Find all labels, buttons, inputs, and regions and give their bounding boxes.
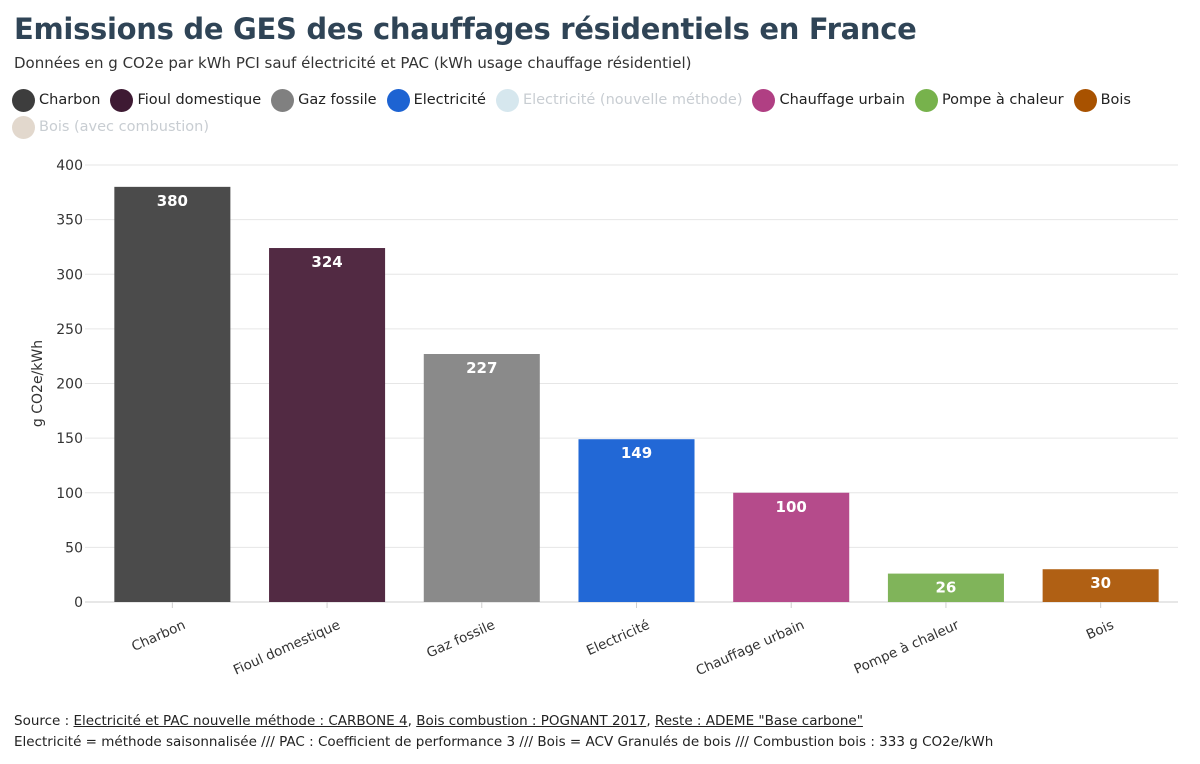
source-link-ademe[interactable]: Reste : ADEME "Base carbone" [654,713,863,729]
legend-item-fioul-domestique[interactable]: Fioul domestique [110,88,261,112]
chart-footer: Source : Electricité et PAC nouvelle mét… [14,711,993,753]
legend-label: Electricité [413,92,486,108]
legend-item-chauffage-urbain[interactable]: Chauffage urbain [752,88,905,112]
data-label: 227 [466,359,497,377]
legend-swatch [1073,88,1097,112]
legend-label: Gaz fossile [298,92,377,108]
y-tick-label: 150 [56,431,83,447]
bar-2[interactable] [423,354,540,602]
bar-5[interactable] [887,573,1004,602]
chart-legend: Charbon Fioul domestique Gaz fossile Ele… [12,88,1192,139]
legend-label: Pompe à chaleur [941,92,1064,108]
x-tick-label: Chauffage urbain [694,617,807,679]
chart-subtitle: Données en g CO2e par kWh PCI sauf élect… [14,54,692,72]
x-tick-label: Fioul domestique [231,617,343,678]
legend-item-electricite[interactable]: Electricité [386,88,486,112]
chart-title: Emissions de GES des chauffages résident… [14,12,917,46]
legend-swatch [752,88,776,112]
bar-6[interactable] [1042,569,1159,602]
bar-1[interactable] [269,248,386,602]
bar-chart: 0 50 100 150 200 250 300 350 400 g CO2e/kWh 380 Cha… [30,158,1178,679]
data-label: 380 [157,192,188,210]
data-label: 324 [311,253,342,271]
legend-label: Charbon [39,92,101,108]
x-tick-label: Pompe à chaleur [852,617,962,678]
x-tick-label: Charbon [129,617,188,655]
legend-label: Chauffage urbain [779,92,905,108]
legend-swatch [386,88,410,112]
data-label: 26 [935,579,956,597]
data-label: 30 [1090,574,1111,592]
bar-0[interactable] [114,186,231,602]
legend-label: Bois (avec combustion) [39,119,209,135]
y-tick-label: 400 [56,158,83,174]
source-prefix: Source : [14,713,74,729]
x-tick-label: Gaz fossile [424,617,497,661]
legend-item-pompe-a-chaleur[interactable]: Pompe à chaleur [914,88,1064,112]
legend-label: Electricité (nouvelle méthode) [522,92,743,108]
x-tick-label: Bois [1084,617,1116,643]
data-label: 100 [776,498,807,516]
x-tick-label: Electricité [584,617,652,659]
y-tick-label: 100 [56,486,83,502]
legend-item-electricite-nouvelle-methode[interactable]: Electricité (nouvelle méthode) [495,88,743,112]
source-separator: , [646,713,655,729]
legend-swatch [271,88,295,112]
bar-3[interactable] [578,439,695,602]
y-tick-label: 350 [56,213,83,229]
legend-item-bois[interactable]: Bois [1073,88,1131,112]
y-tick-label: 50 [65,540,83,556]
legend-swatch [12,115,35,139]
source-separator: , [407,713,417,729]
legend-item-gaz-fossile[interactable]: Gaz fossile [271,88,377,112]
legend-swatch [914,88,938,112]
y-axis-title: g CO2e/kWh [30,340,46,427]
y-tick-label: 0 [74,595,83,611]
notes-line: Electricité = méthode saisonnalisée /// … [14,734,994,750]
y-tick-label: 250 [56,322,83,338]
y-tick-label: 300 [56,267,83,283]
source-line: Source : Electricité et PAC nouvelle mét… [14,711,993,732]
legend-item-charbon[interactable]: Charbon [12,88,100,112]
bar-4[interactable] [733,492,850,602]
legend-swatch [110,88,134,112]
y-tick-label: 200 [56,377,83,393]
data-label: 149 [621,444,652,462]
source-link-pognant[interactable]: Bois combustion : POGNANT 2017 [416,713,647,729]
legend-item-bois-avec-combustion[interactable]: Bois (avec combustion) [12,115,209,139]
source-link-carbone4[interactable]: Electricité et PAC nouvelle méthode : CA… [73,713,408,729]
legend-swatch [495,88,519,112]
legend-label: Fioul domestique [137,92,262,108]
legend-label: Bois [1100,92,1131,108]
legend-swatch [12,88,35,112]
